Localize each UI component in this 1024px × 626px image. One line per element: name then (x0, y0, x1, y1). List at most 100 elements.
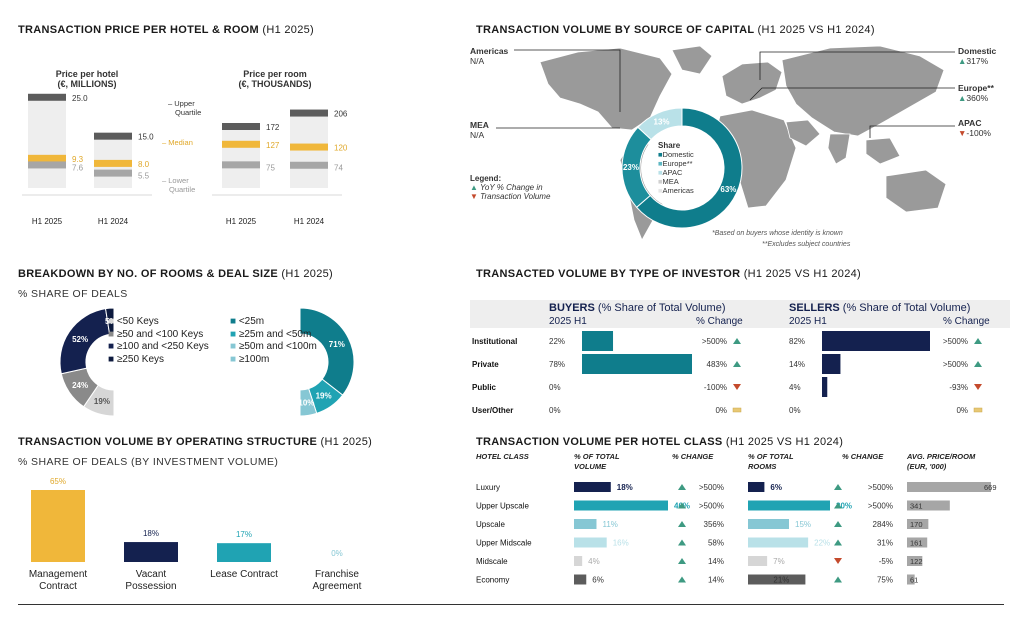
rooms-legend-2: ■ ≥50 and <100 Keys (108, 328, 204, 340)
box-lower-label-1-1: 74 (334, 164, 343, 173)
rooms-slice-3 (104, 307, 115, 335)
s5-title-text: TRANSACTED VOLUME BY TYPE OF INVESTOR (476, 268, 741, 280)
op-bar-label-1: 18% (143, 529, 159, 538)
s1-title: TRANSACTION PRICE PER HOTEL & ROOM (H1 2… (18, 24, 314, 36)
box-body-0-0 (28, 97, 66, 188)
box-median-label-0-1: 8.0 (138, 160, 150, 169)
vol-trend-0-up-triangle-icon (678, 484, 686, 490)
region-apac-name: APAC (958, 118, 982, 128)
op-bar-2 (217, 543, 271, 562)
leader-apac (869, 125, 955, 138)
box-upper-label-0-0: 25.0 (72, 94, 88, 103)
box-body-1-1 (290, 113, 328, 188)
op-bar-category-3-0: Franchise (315, 569, 359, 580)
size-legend-1: ■ <25m (230, 316, 265, 327)
box-upper-0-0 (28, 93, 66, 101)
region-apac: APAC ▼-100% (958, 118, 991, 138)
vol-change-3: 58% (708, 539, 724, 548)
sellers-change-0: >500% (943, 337, 968, 346)
investor-row-name-0: Institutional (472, 337, 517, 346)
vol-bar-2 (574, 519, 597, 529)
box-median-label-1-1: 120 (334, 144, 348, 153)
buyers-col-period: 2025 H1 (549, 316, 587, 327)
box-median-label-0-0: 9.3 (72, 155, 84, 164)
price-bar-4 (907, 556, 923, 566)
s6-title-text: TRANSACTION VOLUME PER HOTEL CLASS (476, 436, 723, 448)
box-lower-0-1 (94, 169, 132, 177)
sellers-change-1: >500% (943, 360, 968, 369)
size-slice-2 (299, 388, 318, 417)
hotel-class-name-5: Economy (476, 576, 509, 585)
hc-head-vol-2: VOLUME (574, 462, 607, 471)
sellers-head: SELLERS (789, 302, 840, 314)
box-category-0-1: H1 2024 (98, 217, 129, 226)
rooms-trend-5-up-triangle-icon (834, 576, 842, 583)
legend-lower: – Lower Quartile (162, 176, 196, 194)
sellers-share-0: 82% (789, 337, 805, 346)
rooms-bar-0 (748, 482, 765, 492)
vol-bar-3 (574, 537, 607, 548)
hotel-class-name-0: Luxury (476, 483, 500, 492)
vol-bar-5 (574, 574, 587, 585)
op-bar-category-3-1: Agreement (313, 581, 362, 592)
rooms-label-3: 22% (814, 539, 830, 548)
op-bar-category-1-1: Possession (125, 581, 176, 592)
s1-period: (H1 2025) (262, 24, 314, 36)
region-domestic-name: Domestic (958, 46, 997, 56)
region-apac-value: -100% (966, 128, 991, 138)
rooms-label-5: 21% (773, 576, 789, 585)
buyers-trend-0-up-triangle-icon (733, 338, 741, 344)
sellers-bar-1 (822, 354, 841, 374)
vol-change-4: 14% (708, 557, 724, 566)
op-bar-category-0-0: Management (29, 569, 88, 580)
vol-label-3: 16% (613, 539, 629, 548)
vol-trend-2-up-triangle-icon (678, 521, 686, 527)
price-label-2: 170 (910, 520, 923, 529)
down-triangle-icon: ▼ (470, 192, 478, 201)
rooms-legend: ■ <50 Keys ■ ≥50 and <100 Keys ■ ≥100 an… (108, 316, 209, 366)
sellers-sub: (% Share of Total Volume) (842, 302, 971, 314)
box-category-0-0: H1 2025 (32, 217, 63, 226)
buyers-trend-1-up-triangle-icon (733, 361, 741, 367)
buyers-trend-2-down-triangle-icon (733, 384, 741, 390)
hotel-class-name-1: Upper Upscale (476, 502, 529, 511)
yoy-legend-down: Transaction Volume (480, 192, 551, 201)
rooms-bar-3 (748, 537, 809, 548)
leader-americas (514, 49, 621, 112)
box-lower-1-0 (222, 161, 260, 169)
rooms-change-0: >500% (868, 483, 893, 492)
buyers-change-2: -100% (704, 383, 727, 392)
vol-label-0: 18% (617, 483, 633, 492)
buyers-change-0: >500% (702, 337, 727, 346)
rooms-trend-3-up-triangle-icon (834, 539, 842, 546)
box-median-1-1 (290, 143, 328, 151)
rooms-trend-0-up-triangle-icon (834, 484, 842, 490)
box-median-1-0 (222, 140, 260, 148)
share-legend-europe: ■Europe** (658, 159, 693, 168)
s3-period: (H1 2025) (281, 268, 334, 280)
vol-trend-3-up-triangle-icon (678, 539, 686, 546)
size-slice-label-1: 19% (316, 392, 332, 401)
down-triangle-icon: ▼ (958, 128, 967, 138)
hotel-class-name-4: Midscale (476, 557, 508, 566)
vol-trend-5-up-triangle-icon (678, 576, 686, 583)
sellers-change-3: 0% (956, 406, 968, 415)
rooms-bar-2 (748, 519, 789, 529)
investor-row-name-1: Private (472, 360, 499, 369)
capital-slice-label-1: 23% (623, 163, 639, 172)
price-bar-1 (907, 500, 950, 511)
region-domestic-value: 317% (966, 56, 989, 66)
sellers-share-1: 14% (789, 360, 805, 369)
footnote-1: *Based on buyers whose identity is known (712, 230, 843, 237)
sellers-header: SELLERS (% Share of Total Volume) (789, 302, 970, 314)
s4-period: (H1 2025) (320, 436, 373, 448)
share-legend: Share ■Domestic ■Europe** ■APAC ■MEA ■Am… (658, 141, 694, 195)
capital-donut-hole (641, 127, 723, 209)
region-domestic: Domestic ▲317% (958, 46, 996, 66)
share-title: Share (658, 141, 681, 150)
size-legend-4: ■ ≥100m (230, 353, 270, 365)
buyers-share-2: 0% (549, 383, 561, 392)
rooms-trend-2-up-triangle-icon (834, 521, 842, 527)
